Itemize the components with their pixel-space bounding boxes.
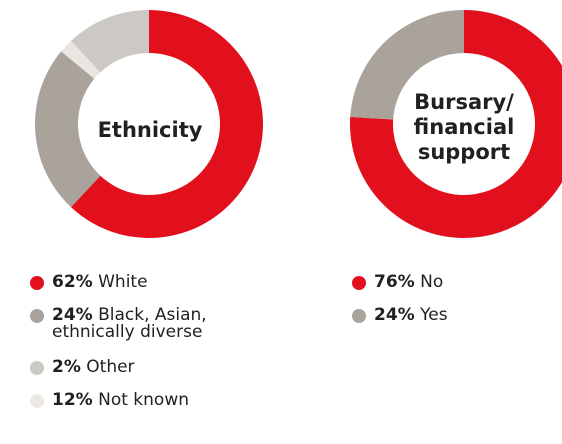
- donut-slice-no: [350, 10, 562, 238]
- donut-slice-black-asian-ethnically-diverse: [34, 51, 101, 208]
- bursary-title: Bursary/ financial support: [413, 90, 515, 164]
- legend-label: Not known: [92, 390, 189, 410]
- legend-swatch: [352, 276, 366, 290]
- legend-label: No: [414, 272, 444, 292]
- legend-swatch: [30, 309, 44, 323]
- legend-item: 62% White: [30, 274, 290, 291]
- ethnicity-donut: [34, 10, 263, 238]
- donut-slice-other: [61, 40, 101, 79]
- legend-value: 24%: [374, 305, 415, 325]
- legend-value: 2%: [52, 357, 81, 377]
- legend-item: 24% Black, Asian, ethnically diverse: [30, 307, 290, 341]
- legend-swatch: [30, 276, 44, 290]
- legend-item: 24% Yes: [352, 307, 562, 324]
- ethnicity-chart: Ethnicity 62% White 24% Black, Asian, eth…: [30, 10, 290, 409]
- ethnicity-title: Ethnicity: [97, 118, 203, 142]
- ethnicity-legend: 62% White 24% Black, Asian, ethnically di…: [30, 274, 290, 409]
- legend-swatch: [352, 309, 366, 323]
- bursary-legend: 76% No 24% Yes: [352, 274, 562, 324]
- legend-swatch: [30, 361, 44, 375]
- legend-label: White: [92, 272, 148, 292]
- legend-value: 12%: [52, 390, 93, 410]
- bursary-donut: [350, 10, 562, 238]
- donut-slice-white: [70, 10, 263, 238]
- legend-value: 62%: [52, 272, 93, 292]
- legend-value: 76%: [374, 272, 415, 292]
- bursary-chart: Bursary/ financial support 76% No 24% Yes: [330, 0, 562, 444]
- donut-slice-not-known: [70, 10, 149, 73]
- legend-label: Yes: [414, 305, 448, 325]
- legend-swatch: [30, 394, 44, 408]
- legend-label: Other: [80, 357, 135, 377]
- legend-item: 2% Other: [30, 359, 290, 376]
- legend-value: 24%: [52, 305, 93, 325]
- legend-label: Black, Asian, ethnically diverse: [52, 305, 207, 342]
- donut-slice-yes: [350, 10, 464, 120]
- legend-item: 12% Not known: [30, 392, 290, 409]
- legend-item: 76% No: [352, 274, 562, 291]
